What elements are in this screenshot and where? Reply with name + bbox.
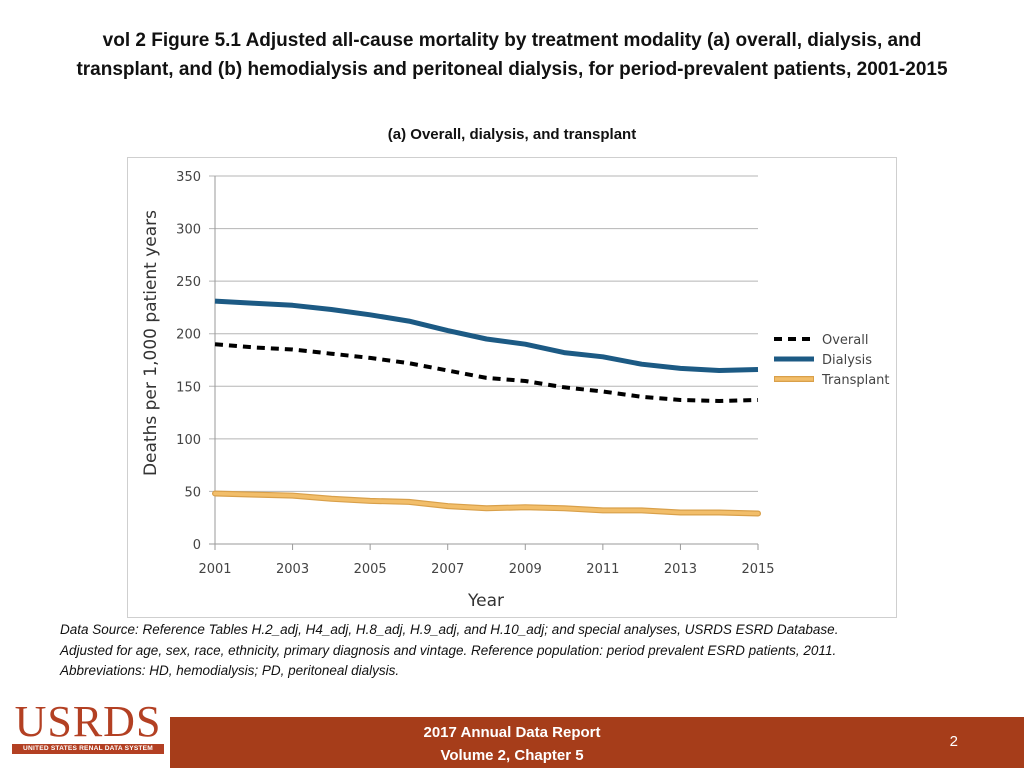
x-tick-label: 2013: [664, 562, 697, 577]
data-point-dialysis: [214, 300, 217, 303]
logo-wordmark: USRDS: [14, 697, 162, 746]
data-point-transplant: [330, 497, 333, 500]
chart-frame: 0 50 100 150 200 250 300 350 2001 2003 2005 2007 200…: [127, 157, 897, 618]
legend-label-overall: Overall: [822, 333, 868, 348]
y-tick-label: 50: [184, 485, 201, 500]
data-point-dialysis: [407, 320, 410, 323]
data-point-transplant: [757, 512, 760, 515]
data-point-dialysis: [679, 367, 682, 370]
data-point-dialysis: [252, 302, 255, 305]
data-point-overall: [291, 348, 294, 351]
data-point-overall: [524, 380, 527, 383]
title-line-2: transplant, and (b) hemodialysis and per…: [76, 59, 948, 80]
series-line-dialysis: [214, 298, 759, 373]
data-point-overall: [640, 395, 643, 398]
legend-layer: Overall Dialysis Transplant: [774, 333, 890, 388]
data-point-transplant: [291, 494, 294, 497]
data-point-dialysis: [757, 368, 760, 371]
x-tick-label: 2003: [276, 562, 309, 577]
data-point-overall: [485, 376, 488, 379]
data-point-dialysis: [369, 313, 372, 316]
data-point-transplant: [446, 505, 449, 508]
data-point-dialysis: [563, 351, 566, 354]
data-point-dialysis: [601, 355, 604, 358]
data-point-transplant: [369, 499, 372, 502]
data-point-transplant: [640, 509, 643, 512]
data-point-dialysis: [640, 363, 643, 366]
data-point-overall: [679, 398, 682, 401]
source-line-1: Data Source: Reference Tables H.2_adj, H…: [60, 622, 839, 637]
chart-subtitle: (a) Overall, dialysis, and transplant: [387, 126, 637, 143]
data-point-overall: [446, 369, 449, 372]
source-note: Data Source: Reference Tables H.2_adj, H…: [60, 620, 1000, 682]
y-tick-label: 0: [193, 538, 201, 553]
mortality-line-chart: 0 50 100 150 200 250 300 350 2001 2003 2005 2007 200…: [141, 170, 890, 611]
axis-layer: 0 50 100 150 200 250 300 350 2001 2003 2005 2007 200…: [176, 170, 774, 577]
source-line-2: Adjusted for age, sex, race, ethnicity, …: [60, 642, 837, 658]
x-tick-label: 2011: [586, 562, 619, 577]
data-point-transplant: [679, 511, 682, 514]
y-tick-label: 150: [176, 380, 201, 395]
y-tick-label: 250: [176, 275, 201, 290]
series-line-overall: [214, 342, 759, 403]
x-tick-label: 2015: [741, 562, 774, 577]
footer-bar: 2017 Annual Data Report Volume 2, Chapte…: [170, 717, 1024, 768]
y-axis-title: Deaths per 1,000 patient years: [141, 210, 161, 476]
data-point-overall: [601, 390, 604, 393]
footer-report-title: 2017 Annual Data Report: [423, 724, 601, 741]
series-line-transplant: [213, 491, 760, 516]
data-point-transplant: [214, 492, 217, 495]
y-tick-label: 350: [176, 170, 201, 185]
data-point-dialysis: [485, 337, 488, 340]
data-point-dialysis: [524, 343, 527, 346]
y-tick-label: 300: [176, 223, 201, 238]
x-tick-label: 2001: [198, 562, 231, 577]
x-axis-title: Year: [467, 591, 504, 611]
data-point-overall: [718, 400, 721, 403]
grid-layer: [209, 175, 758, 545]
data-point-dialysis: [446, 329, 449, 332]
x-tick-label: 2009: [509, 562, 542, 577]
source-line-3: Abbreviations: HD, hemodialysis; PD, per…: [60, 663, 400, 678]
data-point-transplant: [601, 509, 604, 512]
data-point-dialysis: [330, 308, 333, 311]
title-line-1: vol 2 Figure 5.1 Adjusted all-cause mort…: [102, 30, 922, 51]
data-point-overall: [214, 343, 217, 346]
data-point-overall: [563, 386, 566, 389]
y-tick-label: 200: [176, 328, 201, 343]
logo-subtitle: UNITED STATES RENAL DATA SYSTEM: [12, 744, 164, 754]
x-tick-label: 2007: [431, 562, 464, 577]
data-point-transplant: [563, 507, 566, 510]
data-point-dialysis: [718, 369, 721, 372]
usrds-logo: USRDS UNITED STATES RENAL DATA SYSTEM: [12, 698, 164, 754]
footer-text: 2017 Annual Data Report Volume 2, Chapte…: [170, 721, 854, 767]
series-layer: [212, 298, 761, 517]
x-tick-label: 2005: [354, 562, 387, 577]
page-number: 2: [949, 733, 958, 750]
data-point-overall: [369, 356, 372, 359]
data-point-transplant: [718, 511, 721, 514]
slide-title: vol 2 Figure 5.1 Adjusted all-cause mort…: [20, 26, 1004, 84]
data-point-overall: [407, 362, 410, 365]
footer-volume-chapter: Volume 2, Chapter 5: [440, 747, 584, 764]
data-point-overall: [757, 398, 760, 401]
data-point-dialysis: [291, 304, 294, 307]
y-tick-label: 100: [176, 433, 201, 448]
data-point-overall: [330, 352, 333, 355]
data-point-transplant: [524, 506, 527, 509]
data-point-transplant: [252, 493, 255, 496]
data-point-transplant: [407, 500, 410, 503]
data-point-overall: [252, 346, 255, 349]
legend-label-dialysis: Dialysis: [822, 353, 872, 368]
legend-label-transplant: Transplant: [821, 373, 890, 388]
data-point-transplant: [485, 507, 488, 510]
